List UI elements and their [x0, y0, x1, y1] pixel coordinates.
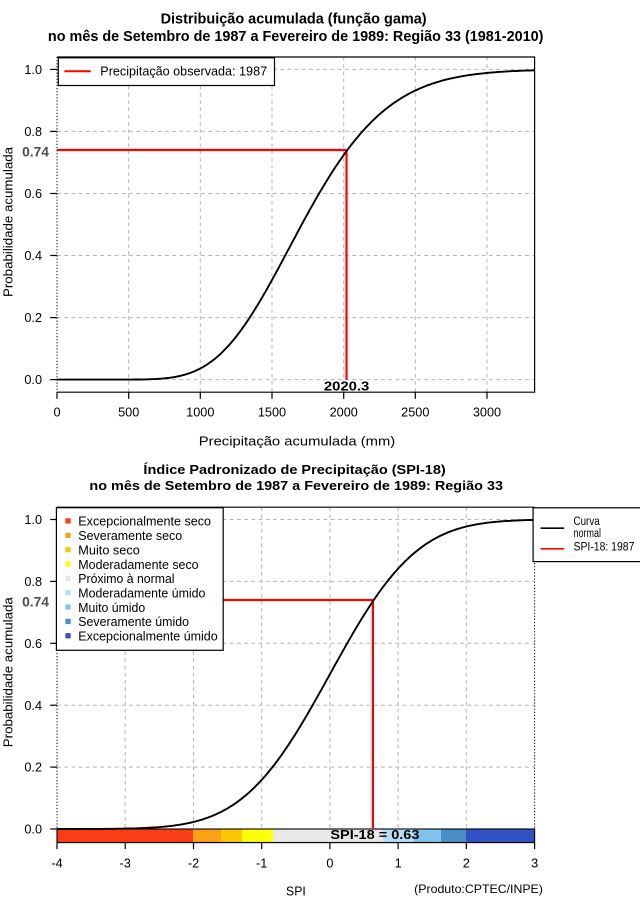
svg-text:Próximo à normal: Próximo à normal	[78, 572, 174, 586]
svg-text:0.6: 0.6	[24, 187, 42, 201]
svg-text:0.4: 0.4	[24, 249, 42, 263]
svg-text:2000: 2000	[330, 405, 358, 419]
svg-text:2020.3: 2020.3	[324, 378, 370, 393]
svg-text:500: 500	[118, 405, 139, 419]
svg-text:Severamente seco: Severamente seco	[78, 529, 182, 543]
svg-text:Probabilidade acumulada: Probabilidade acumulada	[2, 596, 16, 747]
svg-text:-2: -2	[188, 856, 199, 870]
svg-text:SPI: SPI	[286, 884, 306, 898]
svg-text:0.8: 0.8	[24, 575, 42, 589]
svg-text:-4: -4	[51, 856, 62, 870]
svg-text:Muito úmido: Muito úmido	[78, 601, 145, 615]
svg-text:Curva: Curva	[574, 516, 601, 528]
svg-text:2: 2	[463, 856, 470, 870]
svg-text:Moderadamente seco: Moderadamente seco	[78, 558, 198, 572]
svg-text:0.2: 0.2	[24, 761, 42, 775]
svg-text:1: 1	[395, 856, 402, 870]
svg-text:-3: -3	[120, 856, 131, 870]
svg-text:1500: 1500	[258, 405, 286, 419]
svg-text:0.4: 0.4	[24, 699, 42, 713]
svg-text:0.74: 0.74	[22, 593, 49, 609]
svg-text:0: 0	[53, 405, 60, 419]
svg-text:normal: normal	[574, 528, 602, 540]
svg-text:3: 3	[531, 856, 538, 870]
svg-text:Probabilidade acumulada: Probabilidade acumulada	[2, 146, 16, 297]
svg-text:0: 0	[326, 856, 333, 870]
svg-text:3000: 3000	[473, 405, 501, 419]
svg-text:Moderadamente úmido: Moderadamente úmido	[78, 586, 205, 600]
svg-text:1.0: 1.0	[24, 513, 42, 527]
svg-text:2500: 2500	[401, 405, 429, 419]
svg-text:0.0: 0.0	[24, 373, 42, 387]
svg-text:1000: 1000	[186, 405, 214, 419]
svg-text:no mês de Setembro de 1987 a F: no mês de Setembro de 1987 a Fevereiro d…	[89, 478, 503, 493]
svg-text:-1: -1	[256, 856, 267, 870]
svg-text:no mês de Setembro de 1987 a F: no mês de Setembro de 1987 a Fevereiro d…	[48, 29, 544, 45]
svg-text:Distribuição acumulada (função: Distribuição acumulada (função gama)	[161, 11, 427, 27]
svg-text:SPI-18 = 0.63: SPI-18 = 0.63	[330, 827, 419, 842]
svg-text:(Produto:CPTEC/INPE): (Produto:CPTEC/INPE)	[414, 883, 543, 896]
svg-text:Excepcionalmente seco: Excepcionalmente seco	[78, 515, 211, 529]
svg-text:SPI-18: 1987: SPI-18: 1987	[574, 541, 635, 553]
svg-text:Severamente úmido: Severamente úmido	[78, 615, 189, 629]
svg-text:0.74: 0.74	[22, 143, 49, 159]
svg-text:0.2: 0.2	[24, 311, 42, 325]
svg-text:Precipitação acumulada (mm): Precipitação acumulada (mm)	[199, 433, 395, 448]
svg-text:Precipitação observada: 1987: Precipitação observada: 1987	[100, 64, 267, 78]
svg-text:Muito seco: Muito seco	[78, 543, 140, 557]
svg-text:Excepcionalmente úmido: Excepcionalmente úmido	[78, 630, 217, 644]
svg-text:0.8: 0.8	[24, 125, 42, 139]
svg-text:0.6: 0.6	[24, 637, 42, 651]
svg-text:1.0: 1.0	[24, 63, 42, 77]
svg-text:Índice Padronizado de Precipit: Índice Padronizado de Precipitação (SPI-…	[143, 462, 445, 477]
svg-text:0.0: 0.0	[24, 823, 42, 837]
